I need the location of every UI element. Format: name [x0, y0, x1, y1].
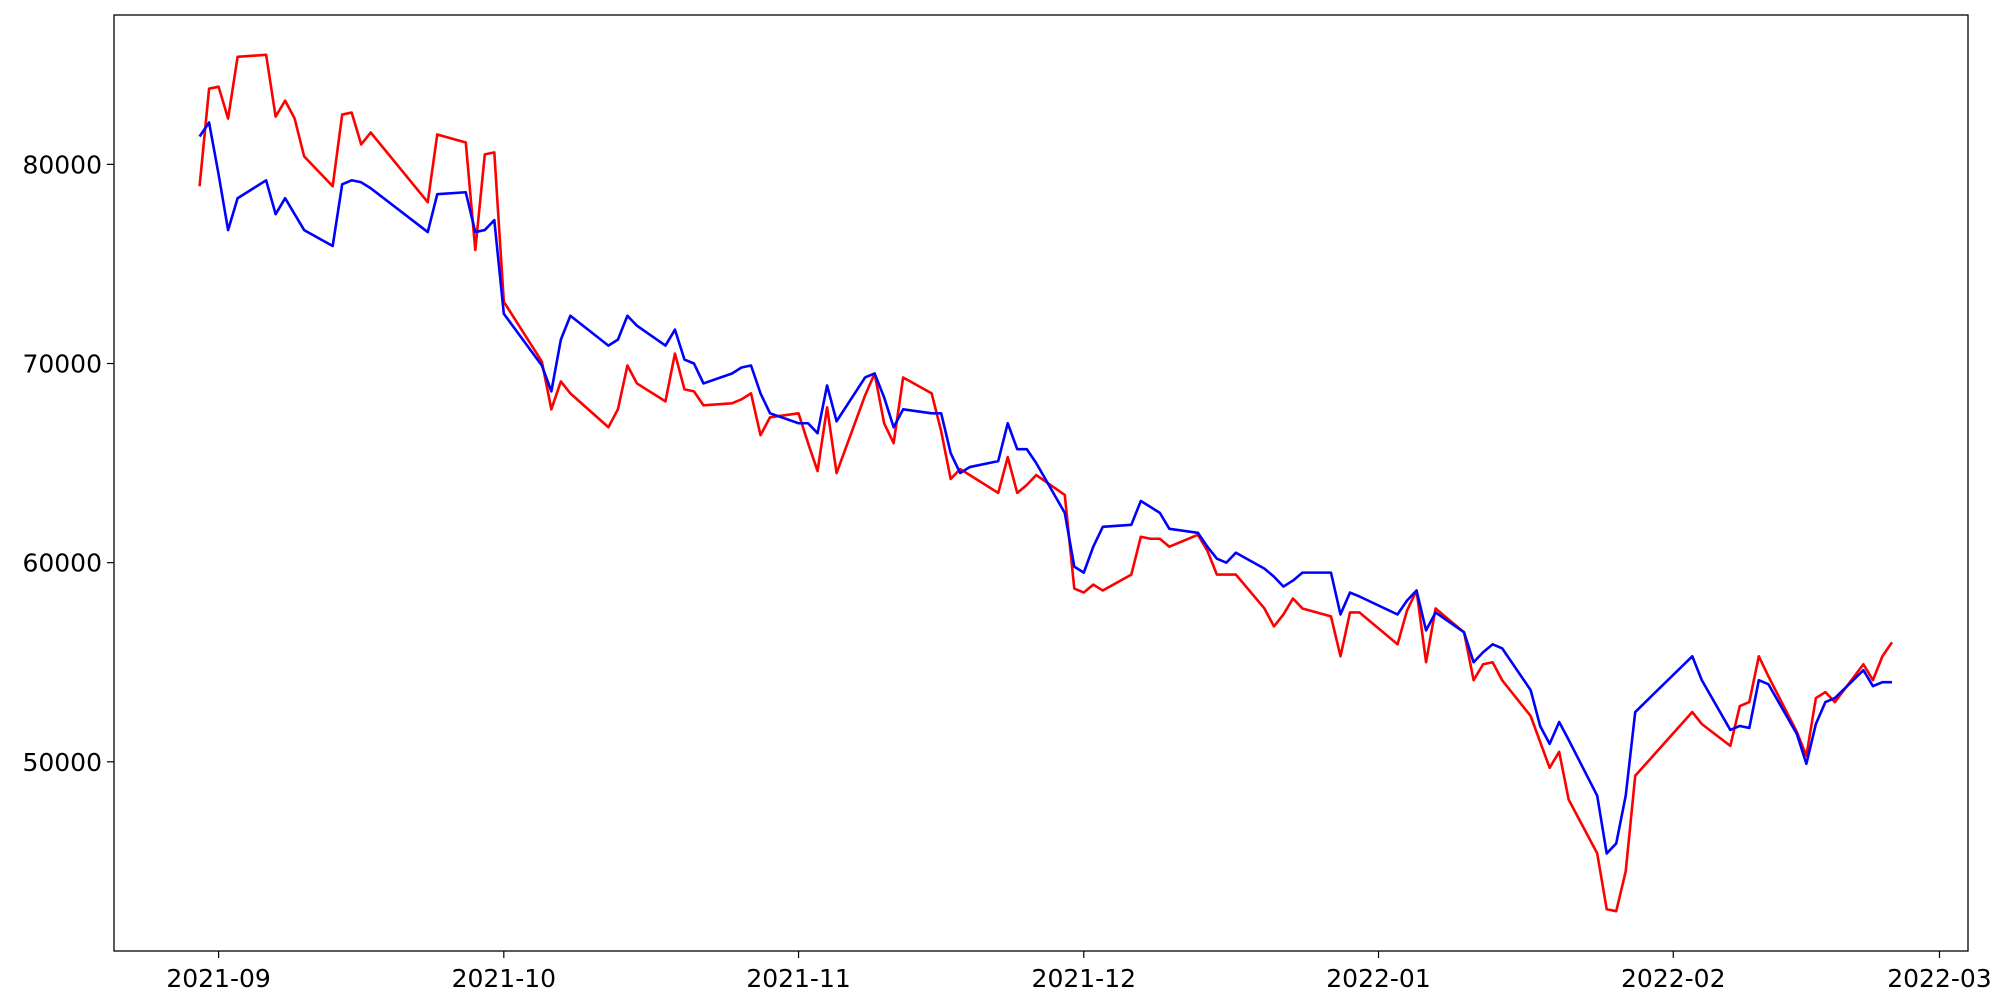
plot-frame	[113, 14, 1969, 952]
x-tick-label: 2022-03	[1887, 964, 1991, 993]
x-tick-label: 2021-10	[452, 964, 556, 993]
x-tick-label: 2022-01	[1326, 964, 1430, 993]
x-tick-label: 2021-12	[1032, 964, 1136, 993]
x-tick-label: 2022-02	[1621, 964, 1725, 993]
y-tick-label: 50000	[22, 748, 102, 777]
y-tick-label: 80000	[22, 150, 102, 179]
line-series	[198, 53, 1894, 913]
x-tick-label: 2021-11	[746, 964, 850, 993]
y-tick-label: 60000	[22, 549, 102, 578]
y-tick-label: 70000	[22, 350, 102, 379]
line-series	[198, 121, 1892, 855]
x-tick-label: 2021-09	[166, 964, 270, 993]
